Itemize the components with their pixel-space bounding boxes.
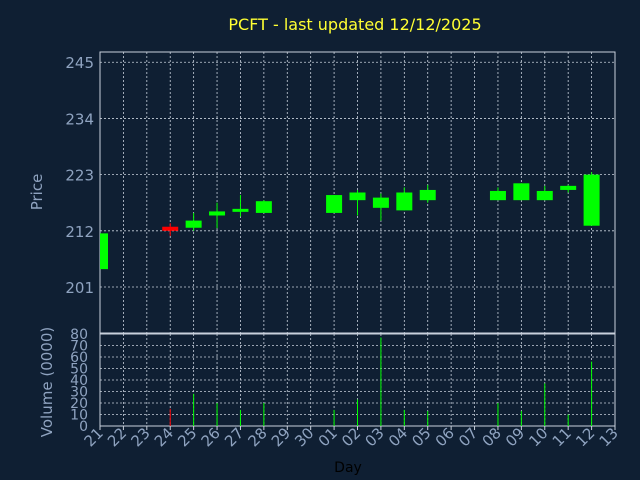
volume-tick-label: 50 — [70, 362, 88, 378]
x-tick-label: 09 — [502, 424, 528, 450]
candles — [100, 172, 600, 270]
candle-body — [185, 220, 202, 228]
candle-body — [326, 195, 343, 213]
x-tick-label: 06 — [432, 424, 458, 450]
x-tick-label: 10 — [525, 424, 551, 450]
x-tick-label: 13 — [596, 424, 622, 450]
volume-tick-label: 40 — [70, 373, 88, 389]
volume-tick-label: 30 — [70, 385, 88, 401]
x-tick-label: 30 — [291, 424, 317, 450]
candle-body — [560, 185, 577, 190]
x-tick-label: 22 — [104, 424, 130, 450]
x-tick-label: 07 — [455, 424, 481, 450]
x-tick-label: 11 — [549, 424, 575, 450]
price-tick-label: 212 — [65, 223, 94, 241]
candle-body — [419, 189, 436, 201]
price-axis-label: Price — [28, 174, 46, 211]
volume-tick-label: 60 — [70, 350, 88, 366]
x-tick-label: 26 — [198, 424, 224, 450]
volume-tick-label: 70 — [70, 339, 88, 355]
volume-tick-label: 80 — [70, 327, 88, 343]
volume-axis-label: Volume (0000) — [38, 327, 56, 437]
candle-body — [489, 190, 506, 201]
x-axis-label: Day — [334, 460, 362, 476]
candle-body — [232, 208, 249, 212]
candle-body — [162, 226, 179, 231]
x-tick-label: 03 — [362, 424, 388, 450]
volume-tick-label: 10 — [70, 408, 88, 424]
price-panel: 201 212 223 234 245 Price — [28, 51, 616, 334]
candle-body — [255, 201, 272, 213]
volume-tick-label: 0 — [79, 419, 88, 435]
candle-body — [536, 190, 553, 201]
x-tick-label: 28 — [244, 424, 270, 450]
x-tick-label: 05 — [408, 424, 434, 450]
candle-body — [513, 183, 530, 201]
x-tick-label: 25 — [174, 424, 200, 450]
x-tick-label: 02 — [338, 424, 364, 450]
x-tick-label: 12 — [572, 424, 598, 450]
x-tick-label: 24 — [151, 424, 177, 450]
x-axis-ticks: 2122232425262728293001020304050607080910… — [81, 424, 622, 450]
candle-body — [583, 174, 600, 226]
chart-title: PCFT - last updated 12/12/2025 — [228, 15, 481, 34]
x-tick-label: 27 — [221, 424, 247, 450]
candle-body — [349, 192, 366, 201]
x-tick-label: 29 — [268, 424, 294, 450]
candle-body — [396, 192, 413, 211]
price-axis-ticks: 201 212 223 234 245 — [65, 54, 94, 297]
candle-body — [372, 197, 389, 208]
volume-bars — [169, 337, 593, 426]
price-tick-label: 245 — [65, 54, 94, 72]
volume-tick-label: 20 — [70, 396, 88, 412]
x-tick-label: 04 — [385, 424, 411, 450]
x-tick-label: 01 — [315, 424, 341, 450]
price-tick-label: 201 — [65, 279, 94, 297]
price-tick-label: 234 — [65, 110, 94, 128]
x-tick-label: 23 — [127, 424, 153, 450]
candle-body — [209, 211, 226, 216]
x-tick-label: 08 — [479, 424, 505, 450]
candle-body — [100, 233, 108, 270]
price-tick-label: 223 — [65, 167, 94, 185]
price-panel-frame — [99, 51, 616, 334]
